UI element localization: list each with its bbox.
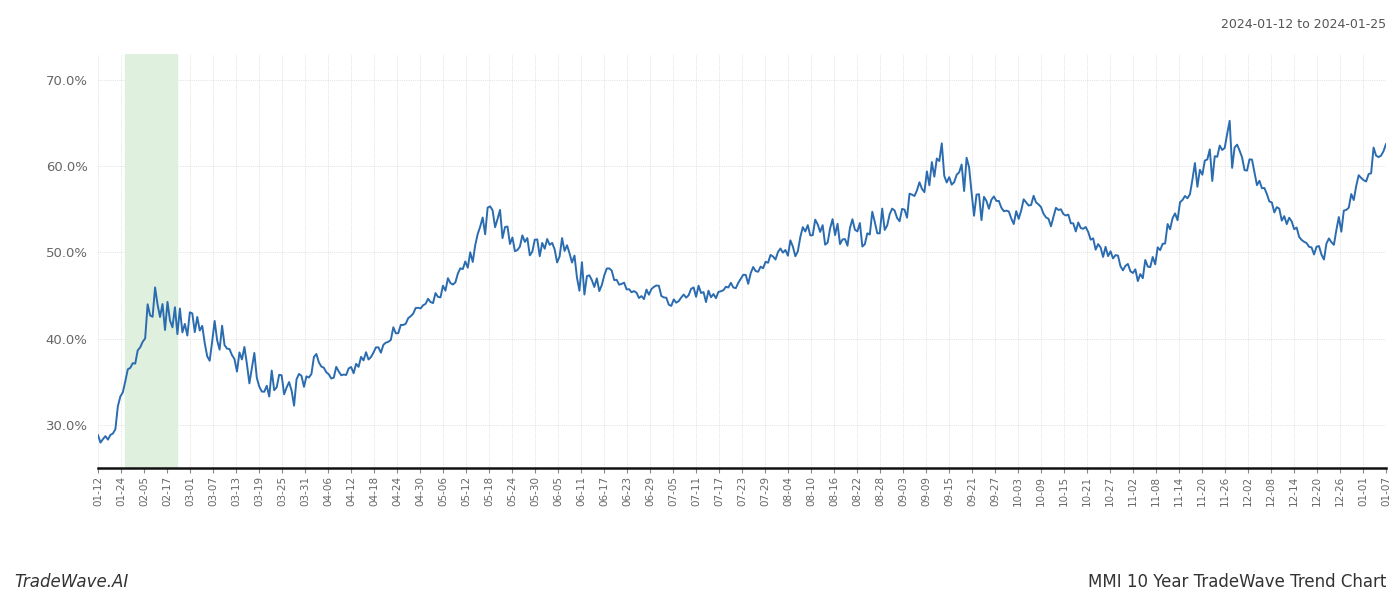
Text: MMI 10 Year TradeWave Trend Chart: MMI 10 Year TradeWave Trend Chart xyxy=(1088,573,1386,591)
Bar xyxy=(125,54,178,468)
Text: 2024-01-12 to 2024-01-25: 2024-01-12 to 2024-01-25 xyxy=(1221,18,1386,31)
Text: TradeWave.AI: TradeWave.AI xyxy=(14,573,129,591)
